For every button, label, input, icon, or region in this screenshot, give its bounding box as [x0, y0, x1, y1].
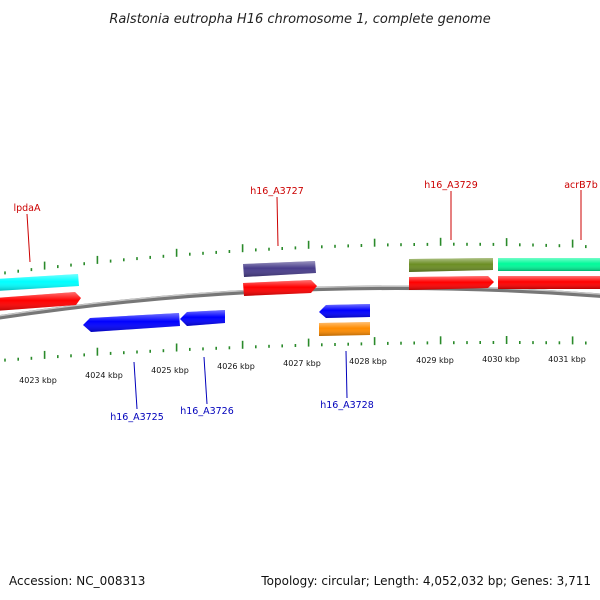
lpdaA-cds-shade: [0, 292, 81, 311]
h16_A3728-label[interactable]: h16_A3728: [320, 400, 374, 411]
inner-tick-marks: [4, 336, 587, 362]
h16_A3725-label[interactable]: h16_A3725: [110, 412, 164, 423]
scale-label: 4029 kbp: [416, 356, 454, 365]
h16_A3727-feature-shade: [243, 261, 316, 277]
h16_A3726-label[interactable]: h16_A3726: [180, 406, 234, 417]
outer-tick-marks: [4, 237, 587, 275]
h16_A3725-cds-shade: [83, 313, 180, 332]
h16_A3727-label[interactable]: h16_A3727: [250, 186, 304, 197]
h16_A3729-label[interactable]: h16_A3729: [424, 180, 478, 191]
h16_A3728-leader-line: [345, 350, 348, 399]
scale-label: 4025 kbp: [151, 366, 189, 375]
forward-features: [0, 258, 600, 311]
scale-label: 4030 kbp: [482, 355, 520, 364]
accession-text: Accession: NC_008313: [9, 574, 145, 588]
h16_A3729-feature-shade: [409, 258, 493, 272]
acrB7b-cds-shade: [498, 276, 600, 289]
scale-label: 4024 kbp: [85, 371, 123, 380]
scale-label: 4023 kbp: [19, 376, 57, 385]
reverse-features: [83, 304, 370, 336]
lpdaA-leader-line: [26, 213, 31, 263]
scale-label: 4026 kbp: [217, 362, 255, 371]
h16_A3728-cds-shade: [319, 304, 370, 318]
h16_A3725-leader-line: [133, 361, 138, 410]
acrB7b-label[interactable]: acrB7b: [564, 180, 598, 191]
h16_A3726-cds-shade: [180, 310, 225, 326]
scale-labels: 4023 kbp 4024 kbp 4025 kbp 4026 kbp 4027…: [19, 355, 586, 385]
acrB7b-feature-shade: [498, 258, 600, 271]
scale-label: 4031 kbp: [548, 355, 586, 364]
h16_A3728-feature-shade: [319, 322, 370, 336]
forward-gene-labels: lpdaA h16_A3727 h16_A3729 acrB7b: [13, 180, 598, 263]
genome-summary-text: Topology: circular; Length: 4,052,032 bp…: [260, 574, 591, 588]
h16_A3726-leader-line: [203, 356, 208, 405]
lpdaA-gene-shade: [0, 274, 79, 291]
lpdaA-label[interactable]: lpdaA: [13, 203, 41, 214]
h16_A3729-cds-shade: [409, 276, 494, 290]
map-title: Ralstonia eutropha H16 chromosome 1, com…: [109, 12, 490, 27]
scale-label: 4028 kbp: [349, 357, 387, 366]
h16_A3727-cds-shade: [243, 280, 317, 296]
h16_A3727-leader-line: [276, 196, 279, 247]
scale-label: 4027 kbp: [283, 359, 321, 368]
reverse-gene-labels: h16_A3725 h16_A3726 h16_A3728: [110, 350, 374, 423]
